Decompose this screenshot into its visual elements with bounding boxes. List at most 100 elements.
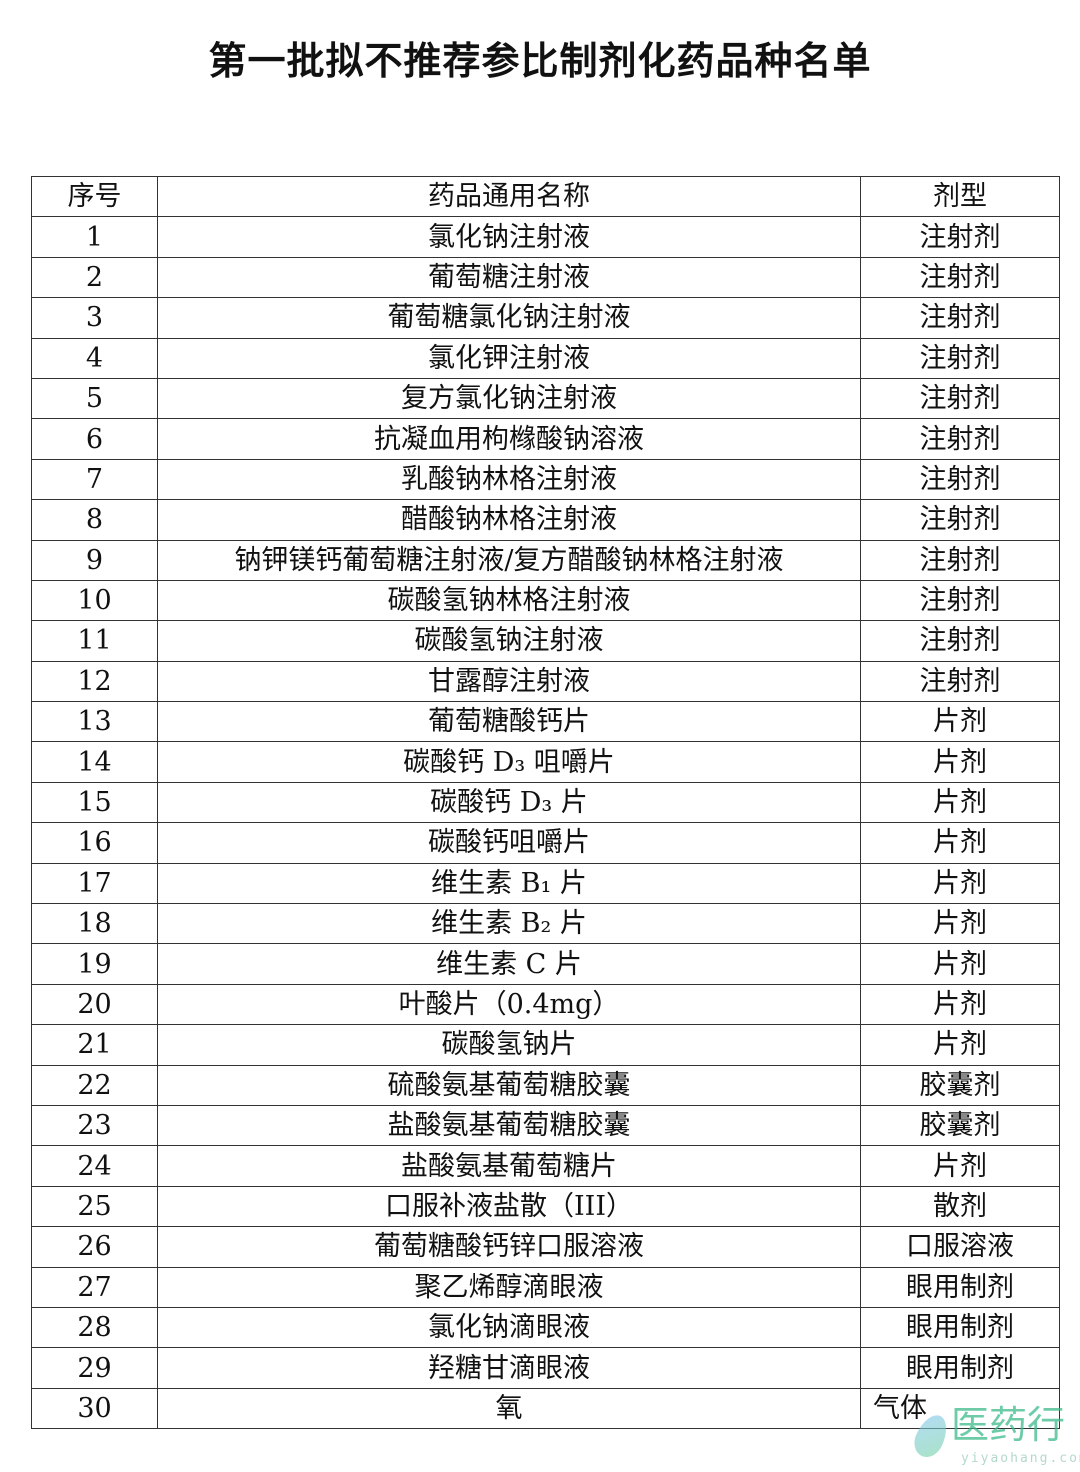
cell-index: 20 bbox=[31, 983, 158, 1026]
table-row: 25 口服补液盐散（III） 散剂 bbox=[31, 1185, 1060, 1228]
table-row: 7 乳酸钠林格注射液 注射剂 bbox=[31, 458, 1060, 501]
cell-drug-name: 葡萄糖酸钙锌口服溶液 bbox=[157, 1226, 861, 1268]
cell-dosage-form: 胶囊剂 bbox=[860, 1064, 1060, 1106]
cell-dosage-form: 胶囊剂 bbox=[860, 1104, 1060, 1147]
cell-dosage-form: 注射剂 bbox=[860, 620, 1060, 662]
cell-index: 11 bbox=[31, 620, 158, 662]
cell-index: 13 bbox=[31, 701, 158, 743]
cell-drug-name: 盐酸氨基葡萄糖片 bbox=[157, 1145, 861, 1187]
cell-dosage-form: 注射剂 bbox=[860, 256, 1060, 299]
cell-dosage-form: 片剂 bbox=[860, 701, 1060, 743]
cell-dosage-form: 注射剂 bbox=[860, 499, 1060, 541]
cell-index: 18 bbox=[31, 903, 158, 945]
header-index: 序号 bbox=[31, 175, 158, 218]
cell-drug-name: 叶酸片（0.4mg） bbox=[157, 983, 861, 1026]
cell-dosage-form: 片剂 bbox=[860, 943, 1060, 985]
table-row: 26 葡萄糖酸钙锌口服溶液 口服溶液 bbox=[31, 1226, 1060, 1268]
watermark-url: yiyaohang.com bbox=[961, 1451, 1080, 1466]
cell-drug-name: 醋酸钠林格注射液 bbox=[157, 499, 861, 541]
cell-dosage-form: 注射剂 bbox=[860, 377, 1060, 420]
cell-drug-name: 维生素 B₂ 片 bbox=[157, 903, 861, 945]
table-row: 24 盐酸氨基葡萄糖片 片剂 bbox=[31, 1145, 1060, 1187]
table-row: 22 硫酸氨基葡萄糖胶囊 胶囊剂 bbox=[31, 1064, 1060, 1106]
cell-dosage-form: 口服溶液 bbox=[860, 1226, 1060, 1268]
cell-dosage-form: 散剂 bbox=[860, 1185, 1060, 1228]
table-row: 5 复方氯化钠注射液 注射剂 bbox=[31, 377, 1060, 420]
cell-dosage-form: 眼用制剂 bbox=[860, 1347, 1060, 1389]
cell-drug-name: 羟糖甘滴眼液 bbox=[157, 1347, 861, 1389]
cell-index: 5 bbox=[31, 377, 158, 420]
cell-index: 23 bbox=[31, 1104, 158, 1147]
cell-drug-name: 葡萄糖注射液 bbox=[157, 256, 861, 299]
table-row: 15 碳酸钙 D₃ 片片剂 bbox=[31, 781, 1060, 824]
table-row: 11 碳酸氢钠注射液 注射剂 bbox=[31, 620, 1060, 662]
header-drug-name: 药品通用名称 bbox=[157, 175, 861, 218]
table-row: 18 维生素 B₂ 片片剂 bbox=[31, 903, 1060, 945]
cell-drug-name: 钠钾镁钙葡萄糖注射液/复方醋酸钠林格注射液 bbox=[157, 539, 861, 581]
cell-index: 25 bbox=[31, 1185, 158, 1228]
cell-index: 28 bbox=[31, 1306, 158, 1349]
cell-index: 16 bbox=[31, 822, 158, 864]
cell-dosage-form: 眼用制剂 bbox=[860, 1306, 1060, 1349]
cell-index: 4 bbox=[31, 337, 158, 379]
cell-index: 2 bbox=[31, 256, 158, 299]
cell-index: 19 bbox=[31, 943, 158, 985]
cell-index: 26 bbox=[31, 1226, 158, 1268]
cell-drug-name: 氯化钠注射液 bbox=[157, 216, 861, 258]
table-row: 28 氯化钠滴眼液 眼用制剂 bbox=[31, 1306, 1060, 1349]
cell-drug-name: 复方氯化钠注射液 bbox=[157, 377, 861, 420]
table-row: 12 甘露醇注射液 注射剂 bbox=[31, 660, 1060, 703]
cell-drug-name: 维生素 C 片 bbox=[157, 943, 861, 985]
cell-drug-name: 氧 bbox=[157, 1387, 861, 1430]
table-row: 19 维生素 C 片片剂 bbox=[31, 943, 1060, 985]
cell-index: 27 bbox=[31, 1266, 158, 1308]
cell-index: 10 bbox=[31, 579, 158, 622]
cell-drug-name: 盐酸氨基葡萄糖胶囊 bbox=[157, 1104, 861, 1147]
cell-index: 21 bbox=[31, 1024, 158, 1066]
cell-dosage-form: 片剂 bbox=[860, 903, 1060, 945]
document-title: 第一批拟不推荐参比制剂化药品种名单 bbox=[208, 39, 872, 83]
cell-drug-name: 葡萄糖酸钙片 bbox=[157, 701, 861, 743]
cell-dosage-form: 片剂 bbox=[860, 983, 1060, 1026]
table-row: 29 羟糖甘滴眼液 眼用制剂 bbox=[31, 1347, 1060, 1389]
cell-drug-name: 硫酸氨基葡萄糖胶囊 bbox=[157, 1064, 861, 1106]
table-row: 10 碳酸氢钠林格注射液 注射剂 bbox=[31, 579, 1060, 622]
table-row: 30 氧气体 bbox=[31, 1387, 1060, 1430]
cell-dosage-form: 片剂 bbox=[860, 1024, 1060, 1066]
table-row: 23 盐酸氨基葡萄糖胶囊 胶囊剂 bbox=[31, 1104, 1060, 1147]
cell-drug-name: 甘露醇注射液 bbox=[157, 660, 861, 703]
cell-index: 9 bbox=[31, 539, 158, 581]
cell-drug-name: 碳酸钙咀嚼片 bbox=[157, 822, 861, 864]
cell-dosage-form: 注射剂 bbox=[860, 660, 1060, 703]
cell-drug-name: 氯化钠滴眼液 bbox=[157, 1306, 861, 1349]
header-dosage-form: 剂型 bbox=[860, 175, 1060, 218]
cell-dosage-form: 眼用制剂 bbox=[860, 1266, 1060, 1308]
cell-index: 29 bbox=[31, 1347, 158, 1389]
cell-dosage-form: 注射剂 bbox=[860, 297, 1060, 339]
cell-drug-name: 抗凝血用枸橼酸钠溶液 bbox=[157, 418, 861, 460]
table-row: 14 碳酸钙 D₃ 咀嚼片 片剂 bbox=[31, 741, 1060, 783]
table-row: 8 醋酸钠林格注射液 注射剂 bbox=[31, 499, 1060, 541]
cell-drug-name: 口服补液盐散（III） bbox=[157, 1185, 861, 1228]
table-row: 16 碳酸钙咀嚼片 片剂 bbox=[31, 822, 1060, 864]
table-row: 20 叶酸片（0.4mg） 片剂 bbox=[31, 983, 1060, 1026]
cell-index: 14 bbox=[31, 741, 158, 783]
drug-list-table: 序号 药品通用名称 剂型 1 氯化钠注射液 注射剂 2 葡萄糖注射液 注射剂 3 葡萄糖氯化钠… bbox=[31, 175, 1060, 1430]
cell-dosage-form: 注射剂 bbox=[860, 337, 1060, 379]
cell-drug-name: 碳酸钙 D₃ 片 bbox=[157, 781, 861, 824]
cell-index: 3 bbox=[31, 297, 158, 339]
table-row: 4 氯化钾注射液 注射剂 bbox=[31, 337, 1060, 379]
cell-dosage-form: 注射剂 bbox=[860, 216, 1060, 258]
table-row: 9 钠钾镁钙葡萄糖注射液/复方醋酸钠林格注射液 注射剂 bbox=[31, 539, 1060, 581]
cell-index: 22 bbox=[31, 1064, 158, 1106]
table-row: 27 聚乙烯醇滴眼液 眼用制剂 bbox=[31, 1266, 1060, 1308]
cell-index: 17 bbox=[31, 862, 158, 905]
cell-index: 12 bbox=[31, 660, 158, 703]
cell-index: 6 bbox=[31, 418, 158, 460]
cell-dosage-form: 注射剂 bbox=[860, 539, 1060, 581]
cell-drug-name: 碳酸氢钠林格注射液 bbox=[157, 579, 861, 622]
cell-dosage-form: 片剂 bbox=[860, 781, 1060, 824]
cell-drug-name: 乳酸钠林格注射液 bbox=[157, 458, 861, 501]
cell-index: 24 bbox=[31, 1145, 158, 1187]
cell-dosage-form: 注射剂 bbox=[860, 579, 1060, 622]
